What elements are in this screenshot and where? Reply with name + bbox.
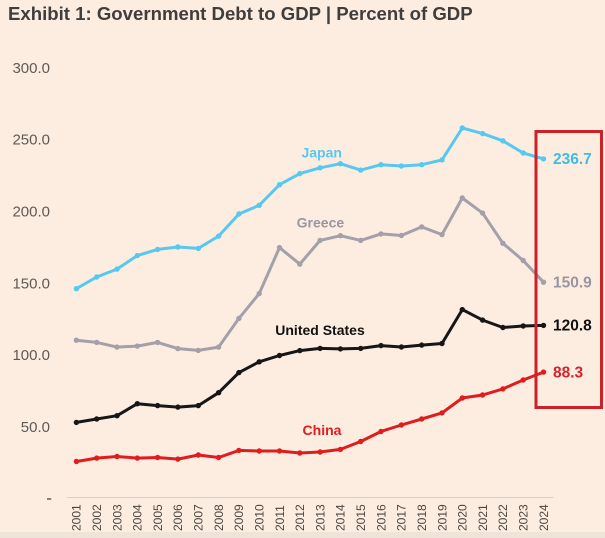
svg-text:150.9: 150.9 xyxy=(553,274,592,291)
svg-text:Exhibit 1: Government Debt to: Exhibit 1: Government Debt to GDP | Perc… xyxy=(8,3,473,24)
svg-text:United States: United States xyxy=(275,322,365,338)
svg-text:Japan: Japan xyxy=(301,145,341,161)
svg-text:2012: 2012 xyxy=(293,504,307,531)
svg-text:2024: 2024 xyxy=(537,504,551,531)
svg-text:2023: 2023 xyxy=(517,504,531,531)
svg-text:300.0: 300.0 xyxy=(12,60,50,77)
svg-text:200.0: 200.0 xyxy=(12,204,50,221)
svg-text:2008: 2008 xyxy=(212,504,226,531)
svg-text:50.0: 50.0 xyxy=(21,419,50,436)
svg-text:2002: 2002 xyxy=(90,504,104,531)
svg-text:2009: 2009 xyxy=(232,504,246,531)
svg-text:2014: 2014 xyxy=(334,504,348,531)
svg-text:250.0: 250.0 xyxy=(12,132,50,149)
svg-text:2016: 2016 xyxy=(374,504,388,531)
svg-text:120.8: 120.8 xyxy=(553,318,592,335)
svg-text:2022: 2022 xyxy=(496,504,510,531)
svg-text:236.7: 236.7 xyxy=(553,151,592,168)
svg-text:2013: 2013 xyxy=(313,504,327,531)
svg-text:2007: 2007 xyxy=(192,504,206,531)
svg-text:China: China xyxy=(303,422,342,438)
svg-text:2019: 2019 xyxy=(435,504,449,531)
svg-text:2006: 2006 xyxy=(171,504,185,531)
svg-text:2017: 2017 xyxy=(395,504,409,531)
svg-text:2003: 2003 xyxy=(110,504,124,531)
svg-text:88.3: 88.3 xyxy=(553,364,584,381)
svg-text:150.0: 150.0 xyxy=(12,275,50,292)
svg-text:2004: 2004 xyxy=(131,504,145,531)
svg-text:2011: 2011 xyxy=(273,505,287,531)
svg-text:2020: 2020 xyxy=(456,504,470,531)
svg-text:2018: 2018 xyxy=(415,504,429,531)
svg-text:2001: 2001 xyxy=(70,504,84,531)
svg-text:2005: 2005 xyxy=(151,504,165,531)
svg-text:2010: 2010 xyxy=(253,504,267,531)
svg-text:Greece: Greece xyxy=(297,215,345,231)
svg-text:2021: 2021 xyxy=(476,504,490,531)
svg-text:100.0: 100.0 xyxy=(12,347,50,364)
svg-text:2015: 2015 xyxy=(354,504,368,531)
